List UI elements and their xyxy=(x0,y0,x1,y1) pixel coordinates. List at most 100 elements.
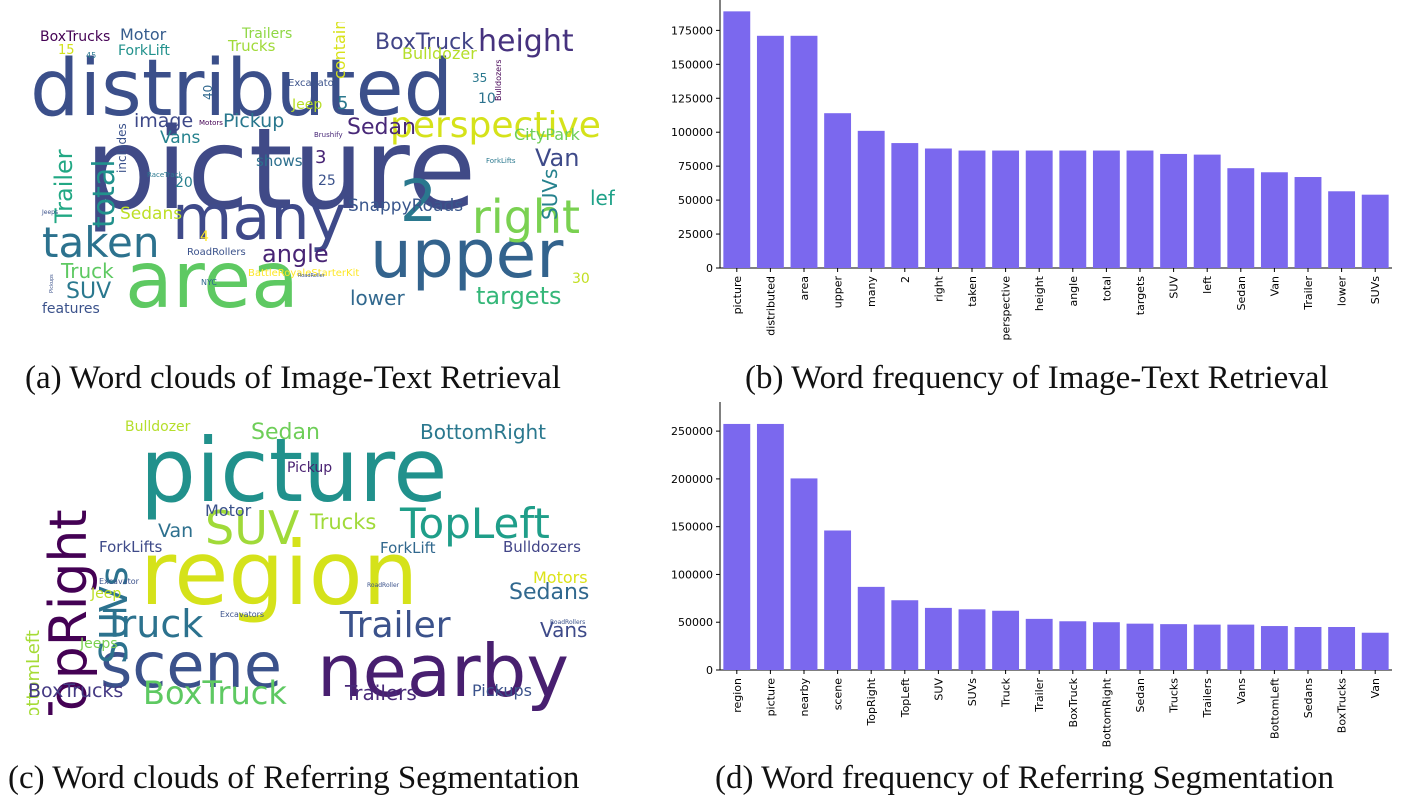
x-tick-label: Trucks xyxy=(1168,678,1181,714)
bar-chart-image-text-retrieval: 0 25000 50000 75000 100000 125000 150000 175000… xyxy=(671,0,1392,340)
bar xyxy=(1092,622,1120,670)
bar xyxy=(756,35,784,268)
y-tick-label: 50000 xyxy=(678,616,713,629)
cloud-a-word: features xyxy=(42,301,100,317)
cloud-a-word: shows xyxy=(256,152,303,170)
cloud-c-word: Sedan xyxy=(251,420,320,445)
cloud-c-word: BottomRight xyxy=(420,420,547,444)
x-tick-label: area xyxy=(798,276,811,301)
cloud-c-word: region xyxy=(140,522,419,625)
caption-d: (d) Word frequency of Referring Segmenta… xyxy=(715,760,1334,796)
x-tick-label: distributed xyxy=(764,276,777,336)
cloud-c-word: Trailer xyxy=(340,605,451,646)
cloud-a-word: area xyxy=(125,236,299,320)
caption-a: (a) Word clouds of Image-Text Retrieval xyxy=(25,360,561,396)
bar xyxy=(1227,624,1255,670)
cloud-a-word: targets xyxy=(476,282,562,310)
bar xyxy=(1160,624,1188,670)
x-tick-label: BottomLeft xyxy=(1268,677,1281,739)
x-tick-label: SUVs xyxy=(1369,276,1382,305)
x-tick-label: targets xyxy=(1134,276,1147,315)
bar xyxy=(1059,621,1087,670)
x-tick-label: SUVs xyxy=(966,678,979,707)
bar xyxy=(958,609,986,670)
x-tick-label: total xyxy=(1100,276,1113,301)
bar xyxy=(1126,623,1154,670)
cloud-a-word: Pickups xyxy=(49,274,55,293)
cloud-a-word: SUV xyxy=(66,279,112,304)
cloud-a-word: Bulldozers xyxy=(494,59,503,101)
bar xyxy=(1092,150,1120,268)
y-tick-label: 250000 xyxy=(671,425,713,438)
x-tick-label: SUV xyxy=(932,678,945,701)
cloud-a-word: 10 xyxy=(478,91,496,107)
bar-chart-referring-segmentation: 0 50000 100000 150000 200000 250000 region pict… xyxy=(671,402,1392,747)
cloud-a-word: Truck xyxy=(61,259,114,283)
x-tick-label: Trailer xyxy=(1033,678,1046,713)
cloud-a-word: upper xyxy=(370,216,564,293)
x-tick-label: BoxTrucks xyxy=(1336,678,1349,733)
x-tick-label: lower xyxy=(1336,276,1349,307)
x-tick-label: Truck xyxy=(1000,677,1013,708)
cloud-a-word: 35 xyxy=(472,71,488,85)
bar xyxy=(857,586,885,670)
cloud-c-word: BoxTrucks xyxy=(28,680,124,702)
cloud-a-word: SUVs xyxy=(538,168,562,220)
cloud-a-word: Jeep xyxy=(292,97,323,113)
cloud-c-word: Trailers xyxy=(345,681,417,705)
y-tick-label: 25000 xyxy=(678,228,713,241)
cloud-a-word: 5 xyxy=(337,93,349,114)
cloud-a-word: height xyxy=(478,24,574,59)
x-tick-label: 2 xyxy=(899,276,912,283)
bar xyxy=(992,150,1020,268)
cloud-a-word: 40 xyxy=(201,85,215,101)
bar xyxy=(1160,153,1188,268)
cloud-c-word: Truck xyxy=(103,602,204,646)
cloud-a-word: 15 xyxy=(58,43,75,58)
x-tick-label: Sedan xyxy=(1235,276,1248,310)
cloud-c-word: nearby xyxy=(317,629,569,713)
cloud-a-word: image xyxy=(134,110,194,132)
cloud-c-word: Pickups xyxy=(472,681,532,700)
cloud-c-word: Bulldozers xyxy=(503,538,581,556)
cloud-a-word: 4 xyxy=(200,229,209,245)
caption-b: (b) Word frequency of Image-Text Retriev… xyxy=(745,360,1329,396)
cloud-a-word: SnappyRoads xyxy=(348,196,464,216)
bar xyxy=(790,35,818,268)
x-tick-label: picture xyxy=(731,276,744,315)
cloud-c-word: TopLeft xyxy=(400,499,550,548)
bar xyxy=(1227,168,1255,268)
x-tick-label: left xyxy=(1201,275,1214,294)
cloud-c-word: Excavators xyxy=(220,610,265,619)
y-tick-label: 0 xyxy=(706,262,713,275)
x-tick-label: Vans xyxy=(1235,678,1248,704)
x-tick-label: SUV xyxy=(1168,276,1181,299)
cloud-a-word: ForkLift xyxy=(118,43,170,59)
cloud-a-word: taken xyxy=(42,218,160,267)
x-tick-label: Trailer xyxy=(1302,276,1315,311)
y-tick-label: 50000 xyxy=(678,194,713,207)
x-tick-label: Van xyxy=(1268,276,1281,296)
cloud-a-word: Excavator xyxy=(288,78,338,89)
bar xyxy=(891,600,919,670)
y-tick-label: 125000 xyxy=(671,92,713,105)
bar xyxy=(1193,624,1221,670)
cloud-a-word: Jeeps xyxy=(42,209,59,216)
cloud-c-word: SUV xyxy=(205,501,300,555)
cloud-a-word: CityPark xyxy=(514,125,580,144)
cloud-a-word: includes xyxy=(115,123,129,174)
bar xyxy=(1294,177,1322,268)
cloud-c-word: ForkLift xyxy=(380,539,436,557)
bar xyxy=(1361,632,1389,670)
bar xyxy=(1126,150,1154,268)
cloud-a-word: ForkLifts xyxy=(486,157,516,165)
cloud-a-word: Bulldozer xyxy=(402,44,477,63)
cloud-c-word: Motor xyxy=(205,501,252,520)
x-tick-label: TopLeft xyxy=(899,677,912,718)
cloud-a-word: Motors xyxy=(199,119,223,127)
bar xyxy=(1328,627,1356,670)
cloud-a-word: NYC xyxy=(201,278,218,287)
bar xyxy=(992,610,1020,670)
x-tick-label: Trailers xyxy=(1201,678,1214,719)
x-tick-label: scene xyxy=(832,678,845,711)
